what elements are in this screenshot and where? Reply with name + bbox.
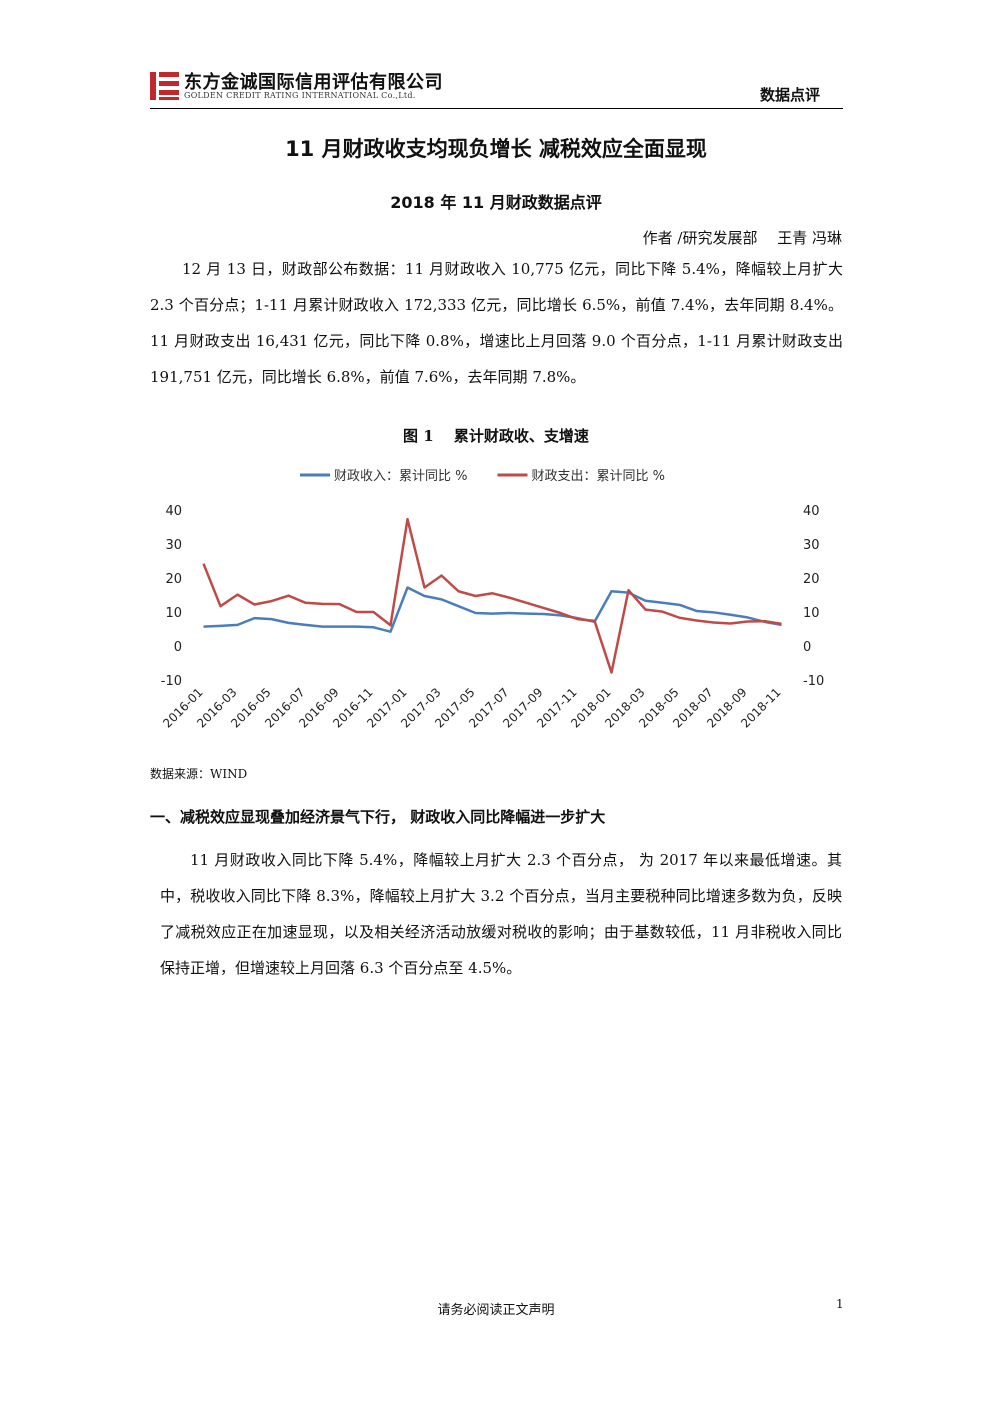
y-tick-label: 10 [165, 606, 182, 621]
y2-tick-label: 0 [803, 640, 811, 655]
series-line [203, 586, 782, 633]
paragraph: 12 月 13 日，财政部公布数据：11 月财政收入 10,775 亿元，同比下… [150, 260, 843, 386]
y-tick-label: -10 [161, 674, 182, 689]
section-heading: 一、减税效应显现叠加经济景气下行， 财政收入同比降幅进一步扩大 [150, 808, 606, 826]
page-number: 1 [836, 1297, 844, 1311]
series-line [202, 517, 782, 674]
y2-tick-label: 10 [803, 606, 820, 621]
subtitle: 2018 年 11 月财政数据点评 [390, 193, 602, 212]
title: 11 月财政收支均现负增长 减税效应全面显现 [285, 137, 707, 161]
y2-tick-label: 40 [803, 504, 820, 519]
y2-tick-label: -10 [803, 674, 824, 689]
y-tick-label: 30 [165, 538, 182, 553]
footer-notice: 请务必阅读正文声明 [437, 1303, 555, 1318]
chart: -10010203040-100102030402016-012016-0320… [160, 469, 824, 731]
author: 作者 /研究发展部 王青 冯琳 [642, 229, 842, 247]
y-tick-label: 0 [174, 640, 182, 655]
paragraph: 11 月财政收入同比下降 5.4%，降幅较上月扩大 2.3 个百分点， 为 20… [160, 851, 842, 977]
logo [150, 72, 179, 100]
company-name-en: GOLDEN CREDIT RATING INTERNATIONAL Co.,L… [184, 91, 416, 100]
y2-tick-label: 30 [803, 538, 820, 553]
header-tag: 数据点评 [759, 86, 820, 104]
y2-tick-label: 20 [803, 572, 820, 587]
y-tick-label: 20 [165, 572, 182, 587]
y-tick-label: 40 [165, 504, 182, 519]
legend-label: 财政收入：累计同比 % [334, 469, 468, 484]
legend-label: 财政支出：累计同比 % [532, 469, 666, 484]
figure-caption: 图 1 累计财政收、支增速 [403, 427, 589, 445]
source: 数据来源：WIND [150, 767, 248, 781]
header-rule [150, 108, 843, 109]
company-name: 东方金诚国际信用评估有限公司 [184, 72, 443, 93]
